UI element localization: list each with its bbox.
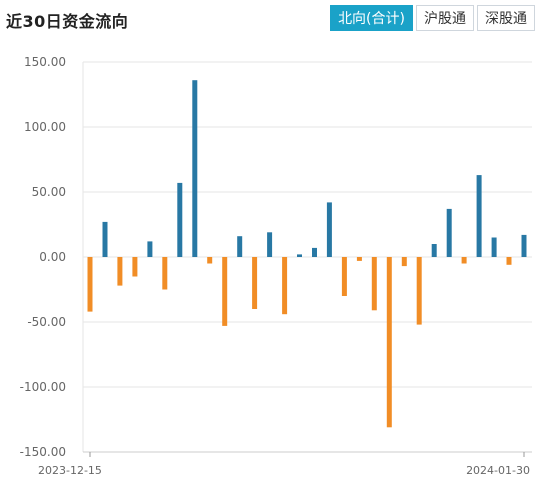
- bar[interactable]: [237, 236, 243, 257]
- bar[interactable]: [117, 257, 123, 286]
- bar[interactable]: [386, 257, 392, 428]
- bar[interactable]: [282, 257, 288, 315]
- bar[interactable]: [326, 202, 332, 257]
- bar[interactable]: [312, 247, 317, 257]
- market-tabs: 北向(合计) 沪股通 深股通: [327, 5, 535, 31]
- y-tick-label: 100.00: [24, 120, 66, 134]
- bar[interactable]: [506, 257, 512, 265]
- bar[interactable]: [461, 257, 467, 264]
- page-title: 近30日资金流向: [6, 12, 129, 31]
- bar[interactable]: [431, 244, 437, 257]
- bar[interactable]: [222, 257, 228, 326]
- x-tick-label-end: 2024-01-30: [466, 464, 530, 477]
- bar[interactable]: [147, 241, 153, 257]
- header: 近30日资金流向 北向(合计) 沪股通 深股通: [0, 0, 550, 40]
- tab-shanghai-connect[interactable]: 沪股通: [416, 5, 474, 31]
- y-tick-label: -100.00: [20, 380, 66, 394]
- bar[interactable]: [162, 257, 168, 290]
- bar[interactable]: [177, 182, 183, 257]
- y-tick-label: -150.00: [20, 445, 66, 459]
- bar[interactable]: [192, 80, 198, 257]
- bar[interactable]: [356, 257, 362, 261]
- bar[interactable]: [446, 208, 452, 257]
- bar[interactable]: [297, 254, 302, 257]
- bar[interactable]: [521, 234, 527, 257]
- bar[interactable]: [87, 257, 93, 312]
- bar[interactable]: [401, 257, 407, 267]
- bar[interactable]: [132, 257, 138, 277]
- tab-shenzhen-connect[interactable]: 深股通: [477, 5, 535, 31]
- bars: [87, 80, 527, 428]
- y-tick-label: -50.00: [27, 315, 66, 329]
- y-tick-label: 0.00: [39, 250, 66, 264]
- capital-flow-bar-chart: 150.00 100.00 50.00 0.00 -50.00 -100.00 -150.0…: [20, 55, 532, 477]
- y-tick-label: 150.00: [24, 55, 66, 69]
- x-tick-label-start: 2023-12-15: [38, 464, 102, 477]
- tab-northbound-total[interactable]: 北向(合计): [330, 5, 413, 31]
- bar[interactable]: [252, 257, 258, 309]
- y-axis: 150.00 100.00 50.00 0.00 -50.00 -100.00 -150.0…: [20, 55, 66, 459]
- y-tick-label: 50.00: [32, 185, 66, 199]
- bar[interactable]: [102, 221, 108, 257]
- bar[interactable]: [267, 232, 273, 257]
- bar[interactable]: [491, 237, 497, 258]
- bar[interactable]: [371, 257, 377, 311]
- bar[interactable]: [341, 257, 347, 296]
- bar[interactable]: [207, 257, 213, 264]
- x-axis: 2023-12-15 2024-01-30: [38, 451, 532, 477]
- bar[interactable]: [416, 257, 422, 325]
- bar[interactable]: [476, 175, 482, 257]
